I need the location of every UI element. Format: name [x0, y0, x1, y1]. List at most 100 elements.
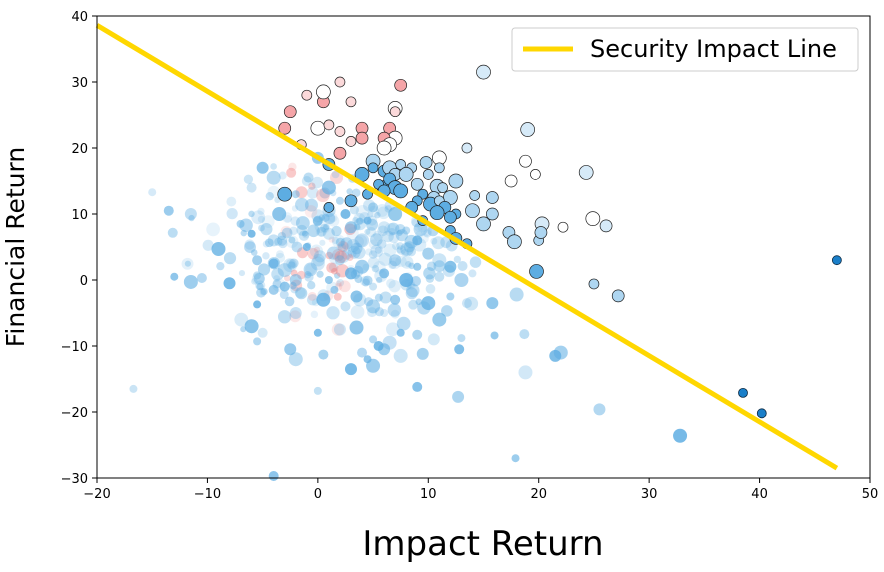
cloud-point [326, 306, 340, 320]
cloud-point [425, 274, 435, 283]
scatter-point [313, 328, 322, 337]
outlier-point [738, 387, 748, 398]
scatter-point [511, 454, 520, 463]
cloud-point [223, 252, 237, 265]
y-tick-label: −10 [61, 340, 88, 355]
cloud-point [298, 230, 310, 241]
cloud-point [316, 226, 327, 237]
scatter-point [378, 221, 391, 234]
scatter-point [344, 363, 357, 376]
scatter-point [330, 285, 339, 294]
cloud-point [383, 243, 397, 257]
cloud-point [415, 298, 423, 306]
outlined-point [476, 64, 491, 80]
cloud-point [248, 210, 255, 218]
cloud-point [441, 305, 453, 317]
scatter-point [279, 281, 290, 292]
cloud-point [395, 255, 407, 268]
scatter-point [461, 298, 472, 309]
cloud-point [258, 224, 265, 232]
cloud-point [331, 248, 345, 262]
outlined-point [283, 105, 297, 119]
scatter-point [382, 335, 397, 350]
outlined-point [507, 234, 522, 250]
cloud-point [296, 224, 308, 236]
scatter-point [416, 347, 429, 360]
cloud-point [262, 252, 270, 260]
cloud-point [240, 229, 247, 237]
cloud-point [234, 312, 249, 327]
cloud-point [320, 223, 329, 233]
cloud-point [414, 223, 423, 232]
cloud-point [353, 236, 365, 248]
y-tick-label: −20 [61, 406, 88, 421]
cloud-point [365, 226, 377, 238]
cloud-point [354, 217, 367, 231]
cloud-point [469, 256, 482, 268]
scatter-point [593, 403, 606, 416]
cloud-point [287, 261, 296, 270]
cloud-point [319, 239, 326, 246]
cloud-point [313, 250, 327, 263]
cloud-point [423, 267, 436, 280]
scatter-point [405, 287, 418, 300]
cloud-point [425, 284, 436, 294]
scatter-point [454, 273, 469, 287]
cloud-point [301, 231, 310, 239]
scatter-point [244, 319, 259, 334]
cloud-point [349, 205, 359, 215]
plot-frame [96, 15, 871, 479]
cloud-point [328, 215, 340, 227]
cloud-point [276, 235, 288, 246]
cloud-point [336, 243, 343, 251]
cloud-point [261, 215, 275, 228]
scatter-point [277, 263, 292, 278]
cloud-point [359, 275, 371, 287]
cloud-point [206, 222, 220, 237]
cloud-point [388, 280, 401, 293]
cloud-point [387, 222, 400, 235]
cloud-point [347, 245, 361, 259]
cloud-point [290, 285, 299, 294]
scatter-point [183, 274, 198, 289]
cloud-point [457, 261, 468, 272]
x-tick-label: 10 [420, 487, 437, 502]
scatter-point [333, 323, 346, 336]
cloud-point [387, 303, 402, 317]
cloud-point [259, 288, 267, 296]
cloud-point [251, 278, 258, 285]
cloud-point [256, 282, 264, 291]
cloud-point [377, 206, 390, 220]
x-tick-label: 0 [314, 487, 322, 502]
cloud-point [406, 246, 417, 257]
scatter-point [289, 274, 302, 286]
y-tick-label: 0 [80, 274, 88, 289]
cloud-point [394, 223, 406, 235]
cloud-point [307, 247, 319, 260]
cloud-point [420, 225, 432, 237]
cloud-point [383, 223, 398, 237]
cloud-point [188, 214, 195, 222]
cloud-point [312, 253, 325, 267]
scatter-point [553, 345, 568, 360]
outlined-point [469, 190, 481, 201]
legend-label: Security Impact Line [590, 35, 837, 63]
cloud-point [372, 230, 384, 241]
scatter-point [316, 292, 331, 307]
cloud-point [340, 237, 353, 250]
cloud-point [226, 208, 238, 220]
scatter-point [310, 256, 325, 271]
outlined-point [334, 76, 346, 88]
scatter-point [452, 390, 465, 403]
scatter-point [291, 190, 300, 199]
x-tick-label: 40 [751, 487, 768, 502]
outlined-point [410, 177, 424, 191]
scatter-point [148, 188, 157, 197]
scatter-point [236, 219, 245, 228]
cloud-point [331, 323, 345, 336]
cloud-point [337, 250, 350, 264]
scatter-point [340, 209, 351, 219]
cloud-point [202, 239, 214, 251]
x-tick-label: 20 [530, 487, 547, 502]
cloud-point [321, 213, 330, 222]
